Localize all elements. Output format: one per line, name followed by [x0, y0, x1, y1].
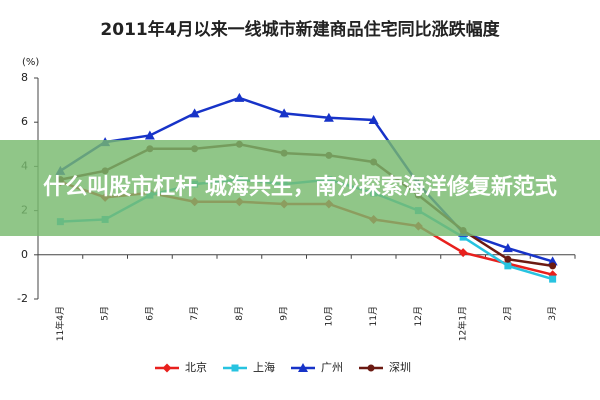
x-tick-label: 2月	[502, 306, 513, 321]
x-tick-label: 3月	[547, 306, 558, 321]
marker	[504, 262, 512, 270]
legend-label: 上海	[253, 360, 275, 374]
x-tick-label: 5月	[100, 306, 111, 321]
x-tick-label: 7月	[189, 306, 200, 321]
marker	[162, 363, 172, 373]
marker	[189, 108, 200, 118]
marker	[323, 112, 334, 122]
x-tick-label: 6月	[144, 306, 155, 321]
marker	[458, 248, 468, 258]
y-tick-label: -2	[17, 292, 28, 305]
y-tick-label: 0	[21, 248, 28, 261]
marker	[549, 275, 557, 283]
y-tick-label: 8	[21, 71, 28, 84]
x-tick-label: 8月	[234, 306, 245, 321]
x-tick-label: 10月	[323, 306, 334, 326]
chart-title: 2011年4月以来一线城市新建商品住宅同比涨跌幅度	[100, 19, 500, 40]
marker	[504, 255, 512, 263]
legend-label: 北京	[185, 360, 207, 374]
marker	[367, 364, 375, 372]
x-tick-label: 12月	[413, 306, 424, 326]
y-axis-label: (%)	[22, 57, 39, 68]
marker	[298, 363, 308, 372]
overlay-banner: 什么叫股市杠杆 城海共生，南沙探索海洋修复新范式	[0, 140, 600, 236]
marker	[234, 92, 245, 102]
overlay-text: 什么叫股市杠杆 城海共生，南沙探索海洋修复新范式	[43, 175, 557, 200]
marker	[459, 233, 467, 241]
legend-label: 深圳	[389, 361, 411, 374]
marker	[502, 243, 513, 253]
x-tick-label: 12年1月	[457, 306, 469, 341]
x-tick-label: 11年4月	[54, 306, 66, 341]
marker	[279, 108, 290, 118]
x-tick-label: 11月	[368, 306, 379, 326]
marker	[368, 114, 379, 124]
marker	[549, 262, 557, 270]
x-tick-label: 9月	[279, 306, 290, 321]
legend-label: 广州	[321, 361, 343, 374]
marker	[547, 256, 558, 266]
marker	[231, 364, 239, 372]
y-tick-label: 6	[21, 115, 28, 128]
marker	[144, 130, 155, 140]
